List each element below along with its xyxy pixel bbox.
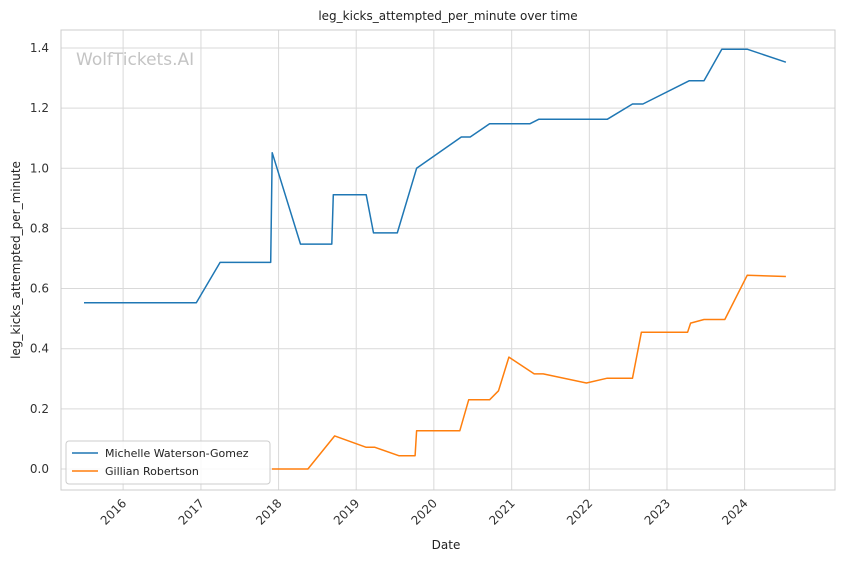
watermark: WolfTickets.AI bbox=[76, 50, 194, 70]
series-layer bbox=[84, 48, 787, 470]
y-tick-label: 1.2 bbox=[30, 101, 49, 115]
grid bbox=[61, 30, 835, 490]
series-line-gillian-robertson bbox=[272, 274, 786, 470]
x-axis-title: Date bbox=[432, 538, 461, 552]
legend-box bbox=[65, 440, 271, 485]
y-tick-label: 1.0 bbox=[30, 161, 49, 175]
y-tick-labels: 0.0 0.2 0.4 0.6 0.8 1.0 1.2 1.4 bbox=[30, 41, 49, 476]
y-tick-label: 0.8 bbox=[30, 221, 49, 235]
x-tick-label: 2022 bbox=[564, 496, 595, 527]
legend: Michelle Waterson-Gomez Gillian Robertso… bbox=[65, 440, 271, 485]
legend-label-gillian: Gillian Robertson bbox=[105, 465, 199, 478]
y-tick-label: 0.6 bbox=[30, 282, 49, 296]
x-tick-labels: 2016 2017 2018 2019 2020 2021 2022 2023 2024 bbox=[98, 496, 751, 527]
x-tick-label: 2018 bbox=[253, 496, 284, 527]
y-axis-title: leg_kicks_attempted_per_minute bbox=[9, 161, 23, 359]
plot-area bbox=[61, 30, 835, 490]
x-tick-label: 2016 bbox=[98, 496, 129, 527]
y-tick-label: 0.2 bbox=[30, 402, 49, 416]
x-tick-label: 2020 bbox=[408, 496, 439, 527]
y-tick-label: 0.4 bbox=[30, 342, 49, 356]
y-tick-label: 0.0 bbox=[30, 462, 49, 476]
x-tick-label: 2021 bbox=[486, 496, 517, 527]
plot-frame bbox=[60, 29, 836, 491]
y-tick-label: 1.4 bbox=[30, 41, 49, 55]
legend-label-michelle: Michelle Waterson-Gomez bbox=[105, 447, 249, 460]
chart-title: leg_kicks_attempted_per_minute over time bbox=[318, 9, 577, 23]
x-tick-label: 2023 bbox=[642, 496, 673, 527]
x-tick-label: 2017 bbox=[176, 496, 207, 527]
x-tick-label: 2024 bbox=[719, 496, 750, 527]
series-line-michelle-waterson-gomez bbox=[84, 48, 787, 304]
x-tick-label: 2019 bbox=[331, 496, 362, 527]
